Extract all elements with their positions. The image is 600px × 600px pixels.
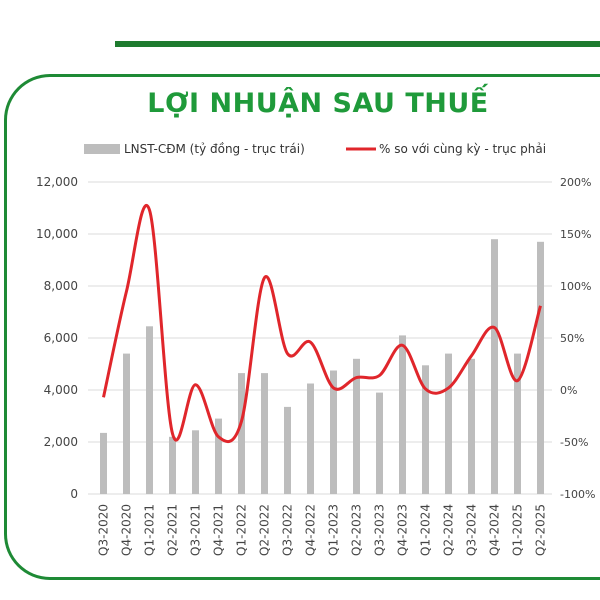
bar bbox=[445, 353, 452, 494]
x-tick-label: Q2-2024 bbox=[442, 504, 456, 556]
bar bbox=[238, 373, 245, 494]
left-tick-label: 10,000 bbox=[36, 227, 78, 241]
x-tick-label: Q2-2023 bbox=[350, 504, 364, 556]
x-tick-label: Q3-2021 bbox=[189, 504, 203, 556]
x-tick-label: Q4-2023 bbox=[396, 504, 410, 556]
right-tick-label: 100% bbox=[560, 280, 591, 293]
x-tick-label: Q3-2023 bbox=[373, 504, 387, 556]
yoy-line bbox=[102, 204, 542, 444]
bar bbox=[514, 353, 521, 494]
left-tick-label: 12,000 bbox=[36, 175, 78, 189]
legend-bar-swatch bbox=[84, 144, 120, 154]
legend-line-label: % so với cùng kỳ - trục phải bbox=[379, 142, 546, 156]
x-tick-label: Q1-2025 bbox=[511, 504, 525, 556]
x-tick-label: Q2-2025 bbox=[534, 504, 548, 556]
x-tick-label: Q3-2024 bbox=[465, 504, 479, 556]
bar bbox=[537, 241, 544, 494]
header-rule bbox=[115, 41, 600, 47]
left-tick-label: 6,000 bbox=[44, 331, 78, 345]
x-tick-label: Q3-2022 bbox=[281, 504, 295, 556]
bar bbox=[399, 335, 406, 494]
left-tick-label: 8,000 bbox=[44, 279, 78, 293]
bar bbox=[123, 353, 130, 494]
bar bbox=[491, 239, 498, 494]
chart-frame bbox=[4, 74, 600, 580]
right-tick-label: 150% bbox=[560, 228, 591, 241]
x-tick-label: Q2-2021 bbox=[166, 504, 180, 556]
bar bbox=[169, 436, 176, 494]
bar bbox=[468, 358, 475, 494]
bar bbox=[307, 383, 314, 494]
bar bbox=[353, 358, 360, 494]
right-tick-label: 50% bbox=[560, 332, 584, 345]
right-tick-label: 0% bbox=[560, 384, 577, 397]
bar bbox=[146, 326, 153, 494]
bar bbox=[330, 370, 337, 494]
x-tick-label: Q4-2022 bbox=[304, 504, 318, 556]
legend-bar-label: LNST-CĐM (tỷ đồng - trục trái) bbox=[124, 142, 305, 156]
x-tick-label: Q4-2020 bbox=[120, 504, 134, 556]
bar bbox=[192, 430, 199, 494]
bar bbox=[100, 432, 107, 494]
x-tick-label: Q4-2024 bbox=[488, 504, 502, 556]
right-tick-label: -50% bbox=[560, 436, 588, 449]
x-tick-label: Q1-2024 bbox=[419, 504, 433, 556]
x-tick-label: Q1-2023 bbox=[327, 504, 341, 556]
right-tick-label: -100% bbox=[560, 488, 595, 501]
x-tick-label: Q2-2022 bbox=[258, 504, 272, 556]
bar bbox=[376, 392, 383, 494]
bar bbox=[284, 406, 291, 494]
x-tick-label: Q1-2021 bbox=[143, 504, 157, 556]
left-tick-label: 0 bbox=[70, 487, 78, 501]
x-tick-label: Q1-2022 bbox=[235, 504, 249, 556]
bar bbox=[215, 418, 222, 494]
left-tick-label: 2,000 bbox=[44, 435, 78, 449]
chart-title: LỢI NHUẬN SAU THUẾ bbox=[147, 88, 489, 119]
x-tick-label: Q4-2021 bbox=[212, 504, 226, 556]
bar bbox=[261, 373, 268, 494]
x-tick-label: Q3-2020 bbox=[97, 504, 111, 556]
right-tick-label: 200% bbox=[560, 176, 591, 189]
bar bbox=[422, 365, 429, 494]
left-tick-label: 4,000 bbox=[44, 383, 78, 397]
